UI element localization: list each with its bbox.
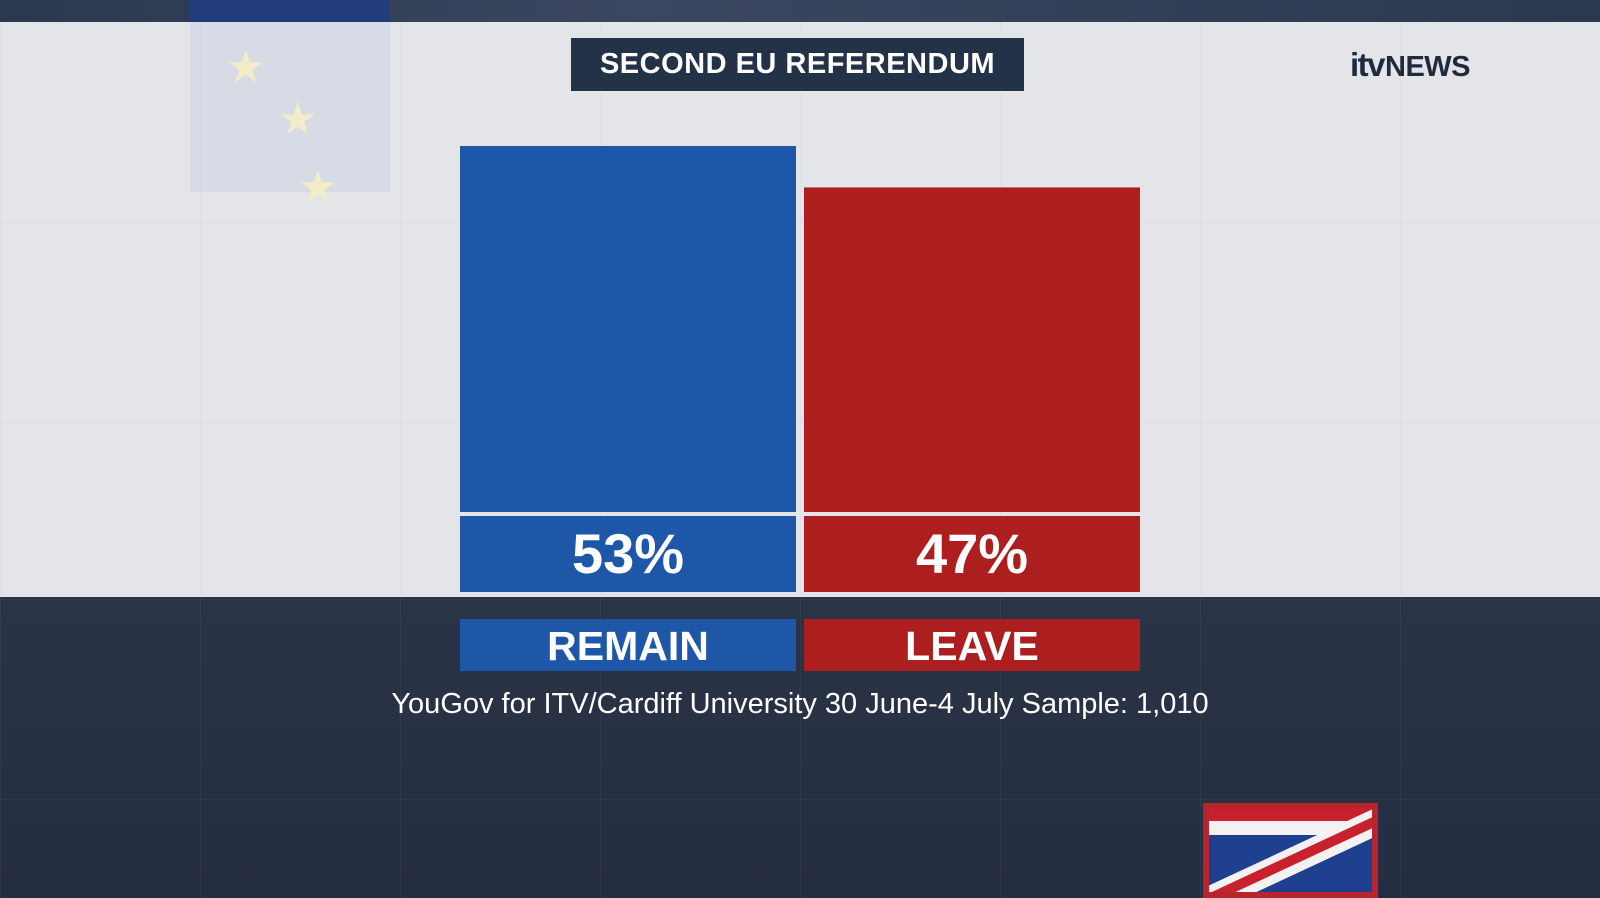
category-box-leave [804,619,1140,671]
title-box: SECOND EU REFERENDUM [571,38,1024,91]
category-label-leave: LEAVE [905,623,1039,669]
bar-remain [460,146,796,512]
chart-panel [0,22,1600,597]
eu-flag-faint [190,22,390,192]
data-label-leave: 47% [916,522,1028,585]
itv-news-logo: itv NEWS [1350,46,1471,86]
star-icon: ★ [226,42,266,93]
category-box-remain [460,619,796,671]
star-icon: ★ [298,162,338,213]
top-strip [0,0,1600,22]
bar-leave [804,187,1140,512]
eu-flag-corner [190,0,390,22]
logo-news: NEWS [1385,51,1471,83]
chart-title: SECOND EU REFERENDUM [599,48,996,80]
category-label-remain: REMAIN [547,623,709,669]
data-label-remain: 53% [572,522,684,585]
star-icon: ★ [278,94,318,145]
logo-itv: itv [1350,46,1386,83]
value-box-leave [804,516,1140,592]
value-box-remain [460,516,796,592]
source-note: YouGov for ITV/Cardiff University 30 Jun… [391,688,1209,720]
union-jack-icon [1203,803,1378,898]
